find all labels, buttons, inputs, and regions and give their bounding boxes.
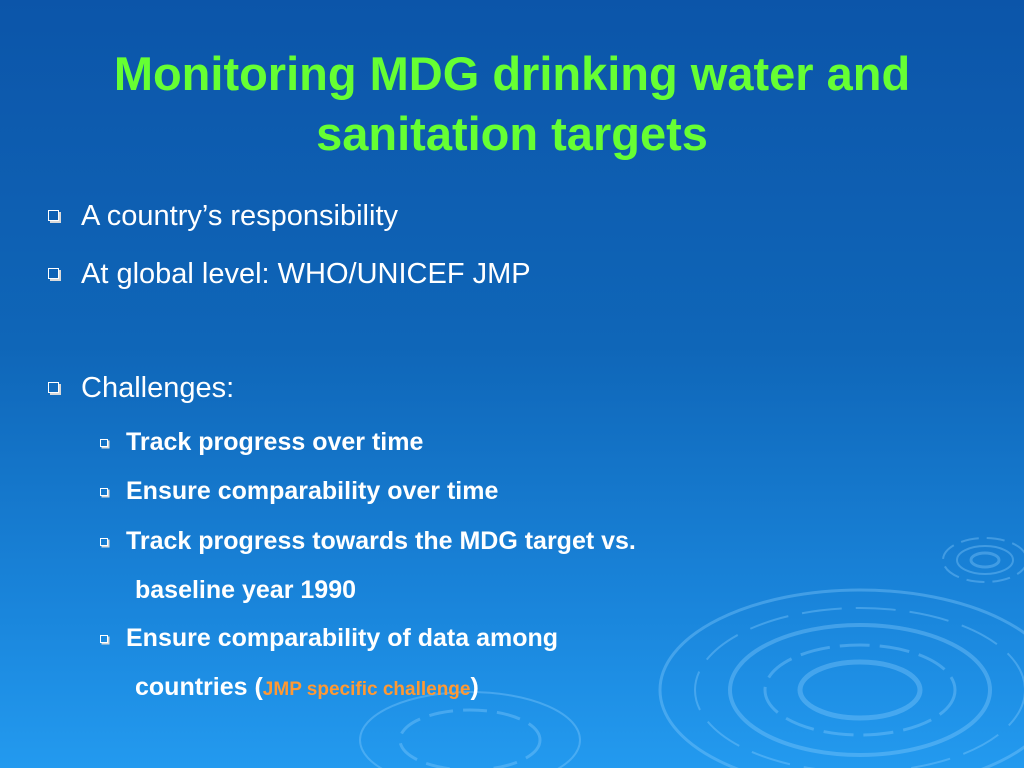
hollow-square-bullet-icon <box>100 538 108 546</box>
bullet-global-level-text: At global level: WHO/UNICEF JMP <box>81 258 531 290</box>
slide-title: Monitoring MDG drinking water and sanita… <box>113 47 911 160</box>
sub-bullet-track-target: Track progress towards the MDG target vs… <box>100 527 636 556</box>
countries-prefix: countries ( <box>135 673 263 701</box>
hollow-square-bullet-icon <box>100 488 108 496</box>
sub-bullet-track-target-text: Track progress towards the MDG target vs… <box>126 527 636 555</box>
sub-bullet-ensure-comparability: Ensure comparability over time <box>100 477 498 506</box>
hollow-square-bullet-icon <box>100 635 108 643</box>
sub-bullet-track-progress-text: Track progress over time <box>126 428 424 456</box>
hollow-square-bullet-icon <box>48 210 59 221</box>
hollow-square-bullet-icon <box>100 439 108 447</box>
jmp-specific-challenge-note: JMP specific challenge <box>262 679 471 700</box>
sub-bullet-comparability-countries-text: Ensure comparability of data among <box>126 624 559 652</box>
hollow-square-bullet-icon <box>48 268 59 279</box>
bullet-challenges: Challenges: <box>48 372 234 405</box>
sub-bullet-comparability-countries: Ensure comparability of data among <box>100 624 558 653</box>
countries-suffix: ) <box>470 673 479 701</box>
sub-bullet-track-target-continuation: baseline year 1990 <box>135 576 356 604</box>
sub-bullet-ensure-comparability-text: Ensure comparability over time <box>126 477 499 505</box>
hollow-square-bullet-icon <box>48 382 59 393</box>
bullet-global-level: At global level: WHO/UNICEF JMP <box>48 258 531 291</box>
bullet-responsibility: A country’s responsibility <box>48 200 398 233</box>
bullet-responsibility-text: A country’s responsibility <box>81 200 399 232</box>
sub-bullet-track-progress: Track progress over time <box>100 428 423 457</box>
sub-bullet-countries-continuation: countries (JMP specific challenge) <box>135 673 479 702</box>
bullet-challenges-text: Challenges: <box>81 372 235 404</box>
